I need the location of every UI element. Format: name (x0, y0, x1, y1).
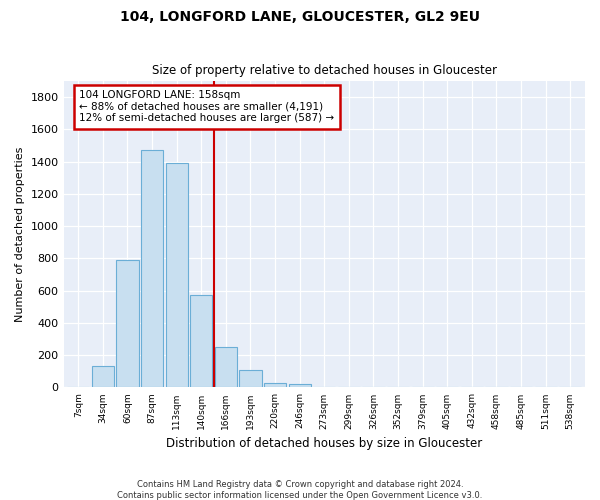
Bar (239, 370, 262, 388)
Y-axis label: Number of detached properties: Number of detached properties (15, 146, 25, 322)
Bar (116, 260, 139, 388)
Text: 104, LONGFORD LANE, GLOUCESTER, GL2 9EU: 104, LONGFORD LANE, GLOUCESTER, GL2 9EU (120, 10, 480, 24)
Bar (92, 366, 114, 388)
Bar (289, 384, 311, 388)
Bar (141, 150, 163, 388)
Bar (264, 382, 286, 388)
Text: 104 LONGFORD LANE: 158sqm
← 88% of detached houses are smaller (4,191)
12% of se: 104 LONGFORD LANE: 158sqm ← 88% of detac… (79, 90, 334, 124)
Bar (215, 347, 237, 388)
X-axis label: Distribution of detached houses by size in Gloucester: Distribution of detached houses by size … (166, 437, 482, 450)
Bar (166, 163, 188, 388)
Text: Contains HM Land Registry data © Crown copyright and database right 2024.
Contai: Contains HM Land Registry data © Crown c… (118, 480, 482, 500)
Title: Size of property relative to detached houses in Gloucester: Size of property relative to detached ho… (152, 64, 497, 77)
Bar (190, 296, 212, 388)
